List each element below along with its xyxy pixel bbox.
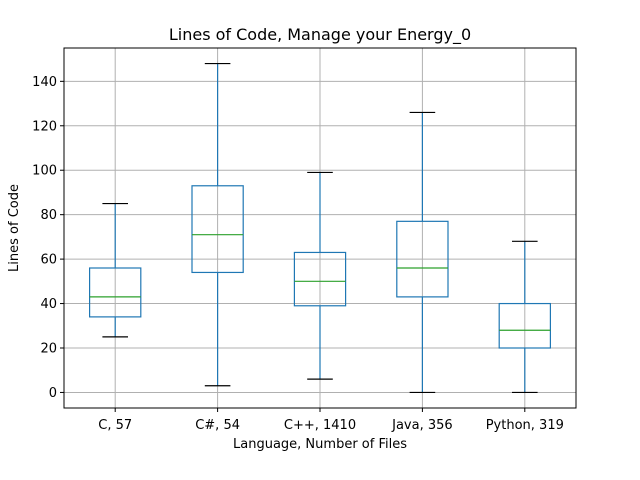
y-tick-label: 140 (32, 75, 57, 90)
box-group (191, 62, 244, 387)
x-axis-label: Language, Number of Files (233, 437, 407, 452)
box-group (293, 171, 347, 380)
y-tick-label: 100 (32, 164, 57, 179)
box-iqr (293, 251, 347, 307)
x-tick-label: C, 57 (98, 418, 132, 433)
box-iqr (396, 220, 449, 298)
y-axis-label: Lines of Code (7, 184, 22, 272)
x-tick-label: Python, 319 (486, 418, 564, 433)
box-group (498, 240, 552, 394)
box-group (396, 111, 449, 394)
y-tick-label: 120 (32, 119, 57, 134)
chart-title: Lines of Code, Manage your Energy_0 (169, 25, 471, 45)
box-group (88, 202, 142, 338)
box-iqr (88, 267, 142, 318)
x-tick-label: C#, 54 (195, 418, 240, 433)
x-tick-label: C++, 1410 (284, 418, 356, 433)
box-iqr (191, 185, 244, 274)
x-tick-label: Java, 356 (391, 418, 453, 433)
y-tick-label: 60 (40, 253, 57, 268)
y-tick-label: 40 (40, 297, 57, 312)
x-axis-ticks: C, 57 C#, 54 C++, 1410 Java, 356 Python, 319 (98, 408, 564, 433)
y-tick-label: 20 (40, 342, 57, 357)
boxes (88, 62, 552, 394)
y-tick-label: 0 (49, 386, 57, 401)
y-axis-ticks: 0 20 40 60 80 100 120 140 (32, 75, 64, 401)
box-iqr (498, 302, 552, 349)
y-tick-label: 80 (40, 208, 57, 223)
